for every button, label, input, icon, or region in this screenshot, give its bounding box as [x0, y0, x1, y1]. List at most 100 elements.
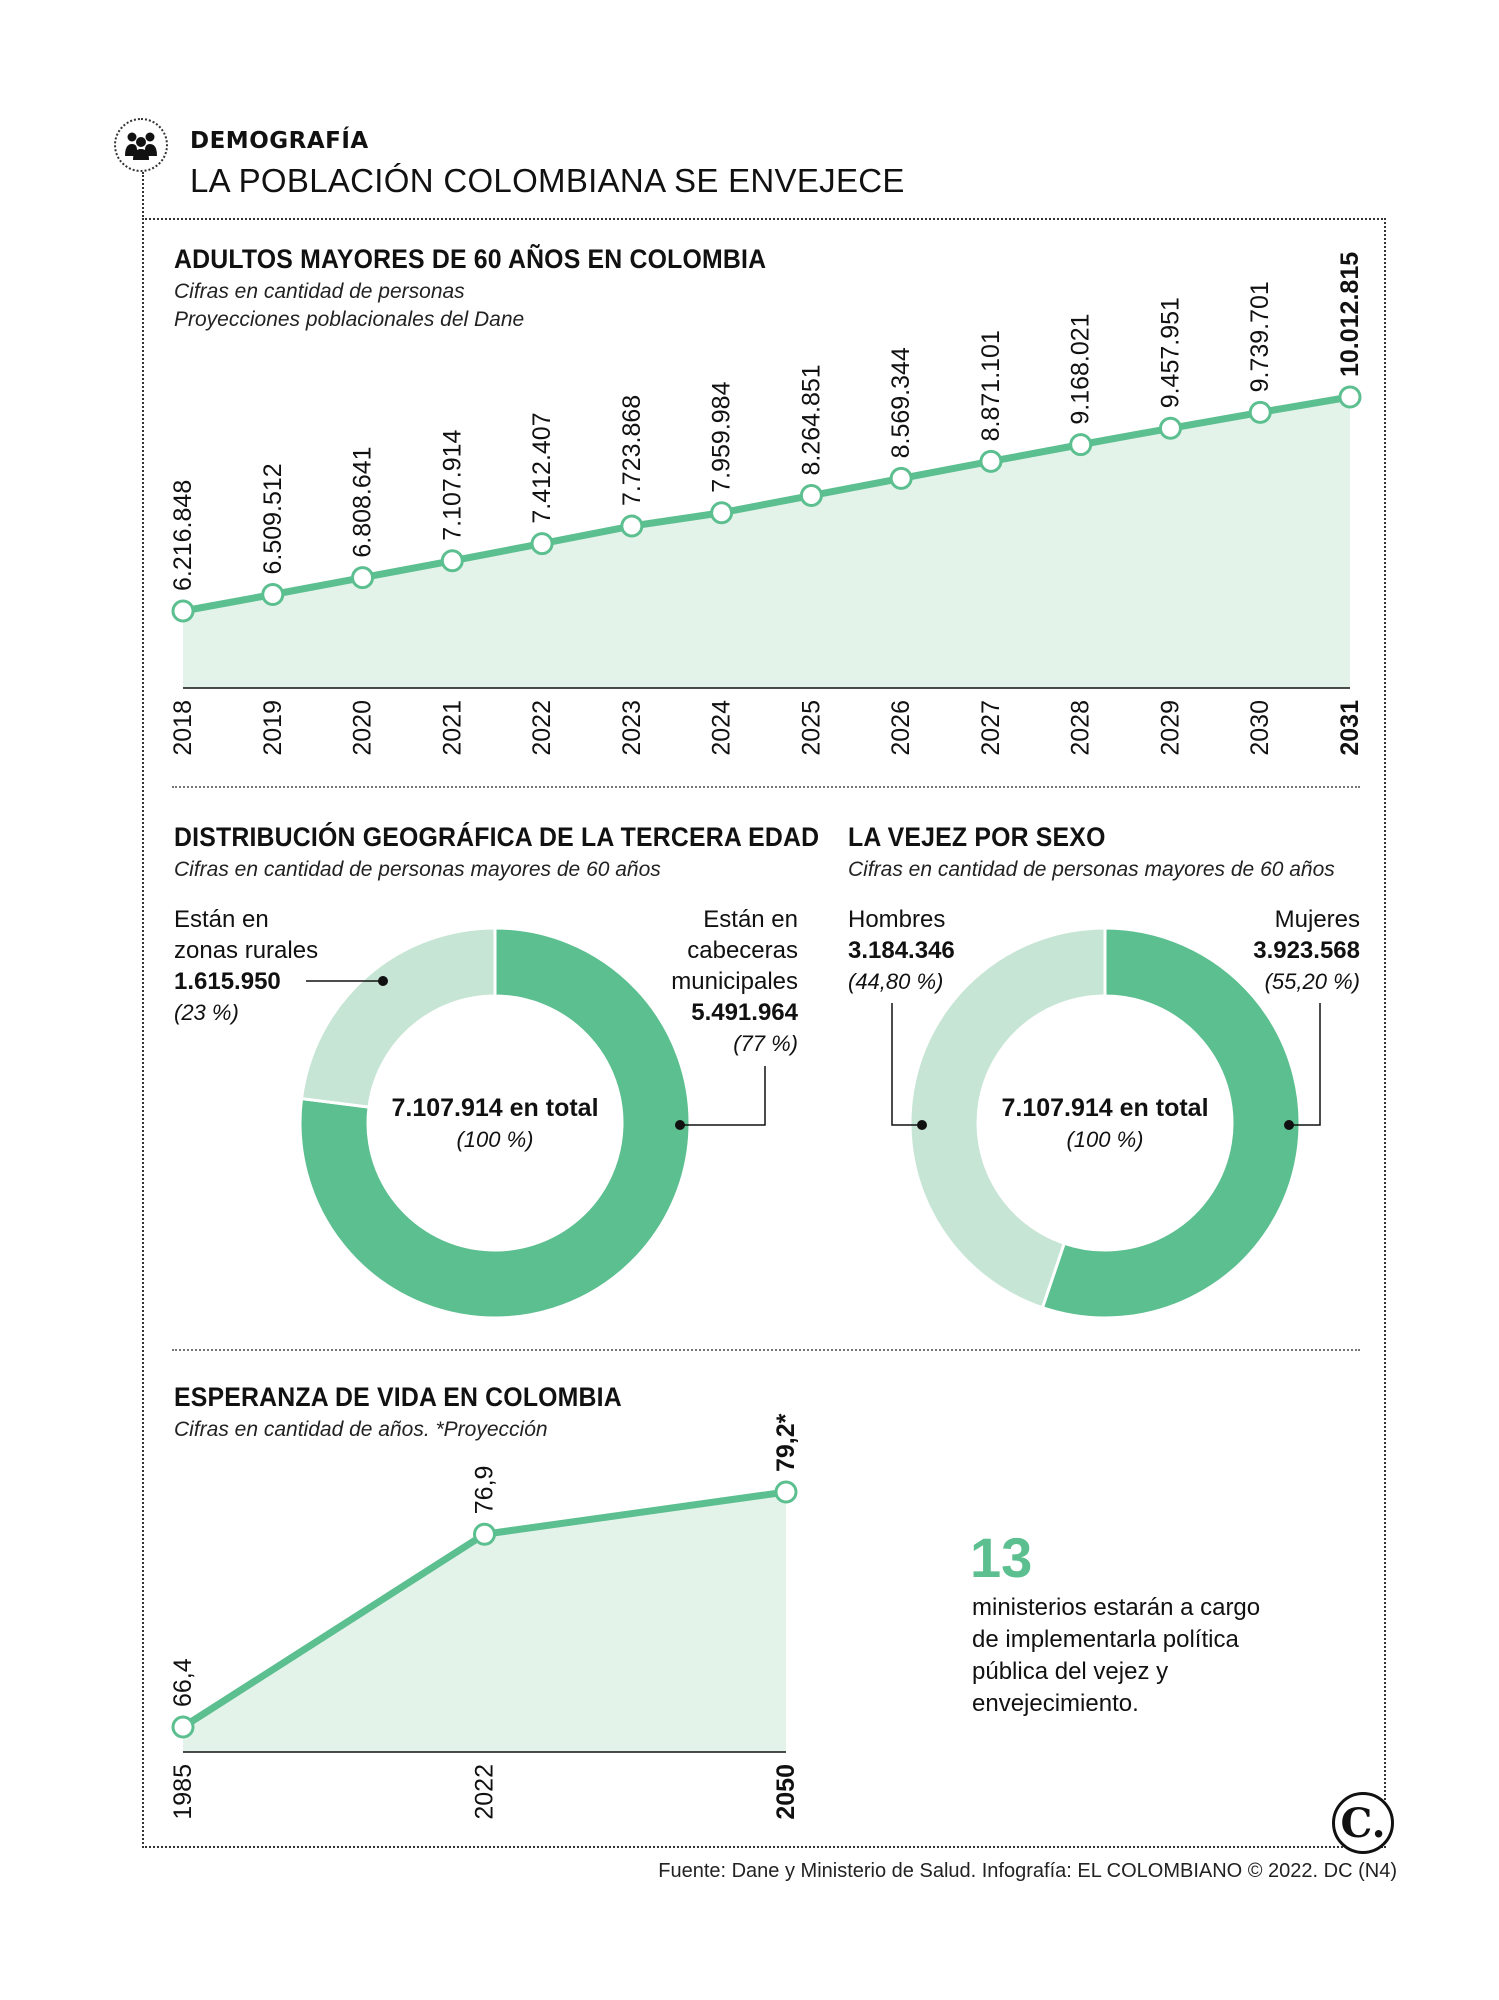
chart4-subtitle: Cifras en cantidad de años. *Proyección	[174, 1418, 548, 1441]
data-point	[1338, 385, 1362, 409]
x-tick-label: 2024	[708, 700, 736, 756]
rural-label: Están en zonas rurales 1.615.950 (23 %)	[174, 906, 319, 1025]
data-label: 6.216.848	[169, 480, 197, 591]
data-label: 7.107.914	[438, 429, 466, 540]
x-tick-label: 2027	[977, 700, 1005, 756]
data-label: 7.959.984	[708, 381, 736, 492]
data-label: 66,4	[169, 1658, 197, 1707]
urban-leader-dot	[675, 1120, 685, 1130]
slice-hombres	[908, 926, 1107, 1310]
donut2-total-pct: (100 %)	[1066, 1127, 1144, 1152]
data-label: 9.457.951	[1156, 297, 1184, 408]
women-leader-dot	[1284, 1120, 1294, 1130]
x-tick-label: 2021	[438, 700, 466, 756]
data-label: 6.808.641	[349, 446, 377, 557]
page-title: LA POBLACIÓN COLOMBIANA SE ENVEJECE	[190, 162, 905, 199]
x-tick-label: 2030	[1246, 700, 1274, 756]
x-tick-label: 2019	[259, 700, 287, 756]
data-label: 76,9	[471, 1466, 499, 1515]
callout-number: 13	[970, 1526, 1033, 1589]
x-tick-label: 2029	[1156, 700, 1184, 756]
women-pct: (55,20 %)	[1264, 969, 1360, 994]
donut2-center: 7.107.914 en total (100 %)	[955, 1093, 1255, 1155]
urban-leader	[680, 1066, 766, 1126]
donut1-center: 7.107.914 en total (100 %)	[345, 1093, 645, 1155]
data-point	[351, 566, 375, 590]
data-label: 8.264.851	[797, 364, 825, 475]
slice-rurales	[299, 926, 497, 1109]
data-label: 9.168.021	[1067, 313, 1095, 424]
data-label: 7.723.868	[618, 395, 646, 506]
men-pct: (44,80 %)	[848, 969, 944, 994]
chart2-title: DISTRIBUCIÓN GEOGRÁFICA DE LA TERCERA ED…	[174, 822, 820, 852]
topic-label: DEMOGRAFÍA	[190, 128, 369, 154]
donut1-total: 7.107.914 en total	[391, 1094, 599, 1122]
chart2-subtitle: Cifras en cantidad de personas mayores d…	[174, 858, 661, 881]
donut2-total: 7.107.914 en total	[1001, 1094, 1209, 1122]
x-tick-label: 2023	[618, 700, 646, 756]
data-point	[1158, 416, 1182, 440]
area-fill	[183, 1492, 786, 1752]
el-colombiano-logo: C.	[1332, 1792, 1394, 1854]
area-fill	[183, 397, 1350, 688]
data-point	[889, 466, 913, 490]
x-tick-label: 2020	[349, 700, 377, 756]
data-point	[620, 514, 644, 538]
source-footer: Fuente: Dane y Ministerio de Salud. Info…	[658, 1860, 1397, 1882]
men-leader-dot	[917, 1120, 927, 1130]
data-point	[799, 484, 823, 508]
section-divider-1	[172, 786, 1360, 788]
people-group-icon	[114, 118, 168, 172]
x-tick-label: 2022	[528, 700, 556, 756]
data-label: 10.012.815	[1336, 252, 1364, 377]
data-point	[171, 1715, 195, 1739]
data-point	[774, 1480, 798, 1504]
data-label: 7.412.407	[528, 412, 556, 523]
data-point	[979, 449, 1003, 473]
section-divider-2	[172, 1349, 1360, 1351]
x-tick-label: 2026	[887, 700, 915, 756]
data-point	[1069, 433, 1093, 457]
data-point	[261, 583, 285, 607]
men-label: Hombres 3.184.346 (44,80 %)	[848, 906, 955, 994]
x-tick-label: 2050	[772, 1764, 800, 1820]
data-point	[171, 599, 195, 623]
x-tick-label: 2025	[797, 700, 825, 756]
chart3-title: LA VEJEZ POR SEXO	[848, 822, 1106, 852]
women-leader	[1289, 1003, 1321, 1126]
urban-label: Están en cabeceras municipales 5.491.964…	[671, 906, 798, 1056]
donut1-total-pct: (100 %)	[456, 1127, 534, 1152]
chart3-subtitle: Cifras en cantidad de personas mayores d…	[848, 858, 1335, 881]
header-connector	[142, 172, 144, 220]
chart4-title: ESPERANZA DE VIDA EN COLOMBIA	[174, 1382, 622, 1412]
men-value: 3.184.346	[848, 937, 955, 964]
data-point	[473, 1522, 496, 1546]
rural-pct: (23 %)	[174, 1000, 239, 1025]
data-point	[440, 549, 464, 573]
chart1-subtitle-2: Proyecciones poblacionales del Dane	[174, 308, 525, 331]
urban-value: 5.491.964	[691, 999, 798, 1026]
content-frame	[142, 218, 1386, 1848]
x-tick-label: 2018	[169, 700, 197, 756]
data-label: 8.871.101	[977, 330, 1005, 441]
chart1-subtitle-1: Cifras en cantidad de personas	[174, 280, 465, 303]
slice-mujeres	[1040, 926, 1302, 1320]
data-label: 79,2*	[772, 1413, 800, 1472]
data-label: 8.569.344	[887, 347, 915, 458]
x-tick-label: 2022	[471, 1764, 499, 1820]
x-tick-label: 2028	[1067, 700, 1095, 756]
urban-pct: (77 %)	[733, 1031, 798, 1056]
x-tick-label: 1985	[169, 1764, 197, 1820]
data-label: 9.739.701	[1246, 281, 1274, 392]
chart1-title: ADULTOS MAYORES DE 60 AÑOS EN COLOMBIA	[174, 244, 767, 274]
women-label: Mujeres 3.923.568 (55,20 %)	[1253, 906, 1360, 994]
data-point	[710, 501, 734, 525]
data-label: 6.509.512	[259, 463, 287, 574]
data-point	[530, 532, 554, 556]
callout-text: ministerios estarán a cargo de implement…	[972, 1594, 1261, 1717]
slice-cabeceras	[298, 926, 692, 1320]
rural-value: 1.615.950	[174, 968, 281, 995]
